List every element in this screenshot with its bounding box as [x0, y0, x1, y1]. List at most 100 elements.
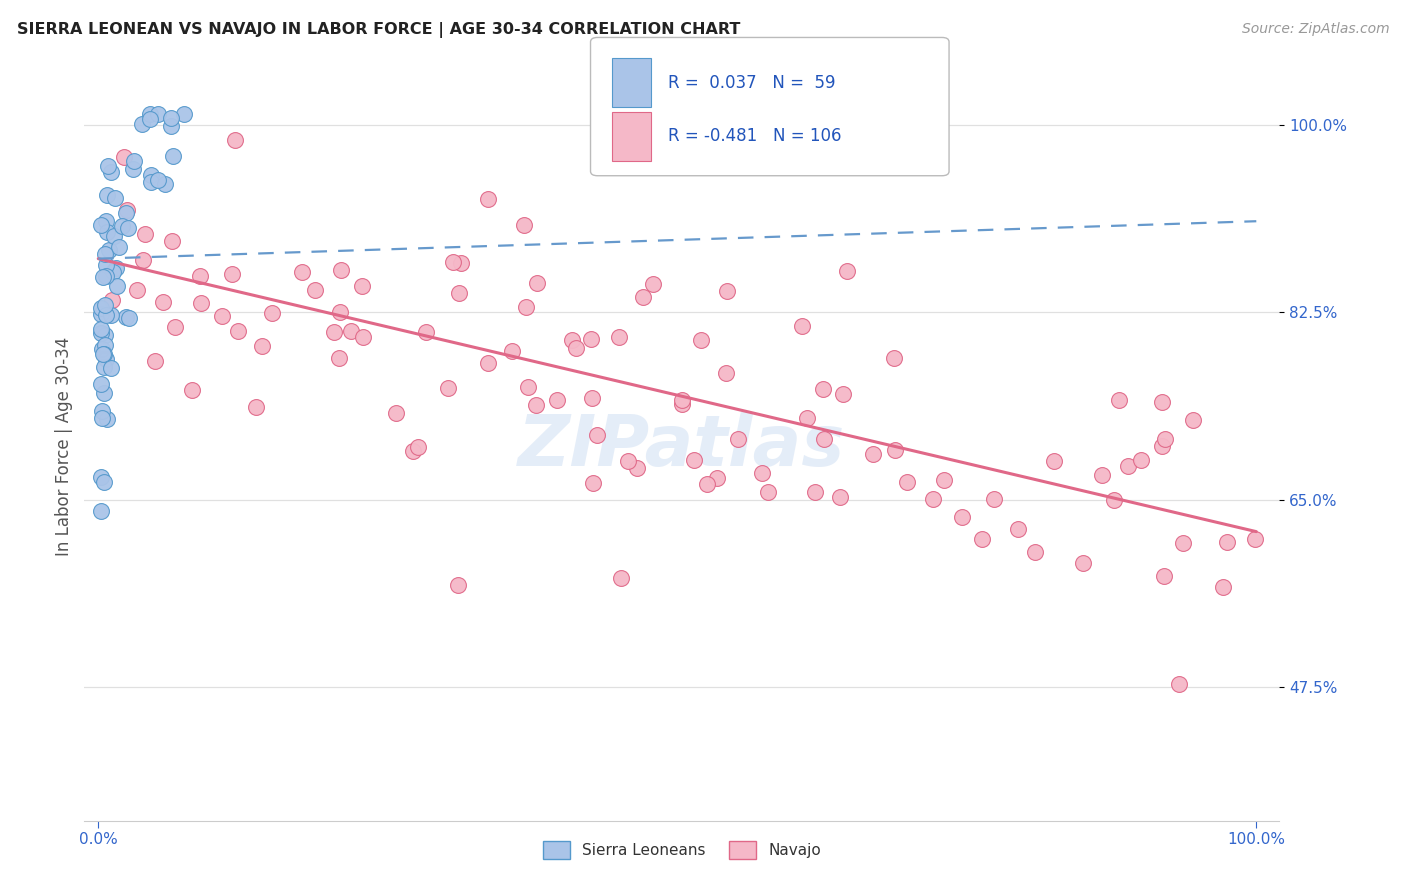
- Point: [100, 360, 122, 375]
- Point: [610, 571, 633, 585]
- Point: [173, 107, 195, 121]
- Point: [811, 382, 834, 396]
- Point: [127, 283, 149, 297]
- Point: [1071, 556, 1094, 570]
- Point: [115, 203, 138, 218]
- Point: [115, 310, 138, 325]
- Text: ZIPatlas: ZIPatlas: [519, 411, 845, 481]
- Point: [1153, 569, 1175, 583]
- Text: SIERRA LEONEAN VS NAVAJO IN LABOR FORCE | AGE 30-34 CORRELATION CHART: SIERRA LEONEAN VS NAVAJO IN LABOR FORCE …: [17, 22, 740, 38]
- Point: [751, 466, 773, 480]
- Point: [581, 391, 603, 405]
- Point: [211, 309, 233, 323]
- Point: [96, 213, 118, 227]
- Point: [329, 305, 352, 319]
- Point: [696, 476, 718, 491]
- Point: [641, 277, 664, 292]
- Point: [477, 192, 499, 206]
- Point: [131, 117, 153, 131]
- Point: [1243, 532, 1265, 546]
- Point: [143, 354, 166, 368]
- Point: [93, 347, 115, 361]
- Point: [188, 269, 211, 284]
- Point: [716, 284, 738, 298]
- Point: [108, 239, 131, 253]
- Point: [447, 577, 470, 591]
- Point: [1108, 392, 1130, 407]
- Point: [796, 410, 818, 425]
- Point: [96, 352, 118, 367]
- Point: [340, 324, 363, 338]
- Point: [103, 228, 125, 243]
- Text: Source: ZipAtlas.com: Source: ZipAtlas.com: [1241, 22, 1389, 37]
- Point: [91, 410, 114, 425]
- Point: [97, 159, 120, 173]
- Point: [245, 400, 267, 414]
- Point: [582, 475, 605, 490]
- Point: [146, 173, 169, 187]
- Point: [90, 504, 112, 518]
- Point: [1173, 536, 1195, 550]
- Point: [516, 380, 538, 394]
- Point: [94, 247, 117, 261]
- Point: [329, 263, 352, 277]
- Point: [626, 460, 648, 475]
- Point: [101, 265, 124, 279]
- Point: [883, 351, 905, 365]
- Point: [1152, 438, 1174, 452]
- Point: [441, 255, 464, 269]
- Point: [862, 447, 884, 461]
- Point: [883, 443, 905, 458]
- Point: [93, 475, 115, 489]
- Point: [93, 359, 115, 374]
- Point: [97, 243, 120, 257]
- Point: [983, 491, 1005, 506]
- Point: [683, 452, 706, 467]
- Point: [1150, 394, 1173, 409]
- Legend: Sierra Leoneans, Navajo: Sierra Leoneans, Navajo: [537, 835, 827, 865]
- Point: [1212, 580, 1234, 594]
- Point: [546, 392, 568, 407]
- Point: [524, 398, 547, 412]
- Point: [1130, 453, 1153, 467]
- Point: [262, 306, 284, 320]
- Point: [152, 295, 174, 310]
- Point: [304, 283, 326, 297]
- Point: [94, 308, 117, 322]
- Point: [631, 290, 654, 304]
- Point: [515, 300, 537, 314]
- Point: [835, 264, 858, 278]
- Point: [1216, 535, 1239, 549]
- Point: [96, 188, 118, 202]
- Point: [804, 484, 827, 499]
- Point: [896, 475, 918, 490]
- Point: [586, 428, 609, 442]
- Point: [1182, 413, 1205, 427]
- Point: [477, 356, 499, 370]
- Point: [96, 411, 118, 425]
- Point: [402, 444, 425, 458]
- Point: [115, 205, 138, 219]
- Point: [190, 295, 212, 310]
- Point: [90, 218, 112, 232]
- Point: [564, 341, 586, 355]
- Point: [706, 471, 728, 485]
- Point: [447, 285, 470, 300]
- Point: [159, 111, 181, 125]
- Point: [450, 256, 472, 270]
- Point: [160, 119, 183, 133]
- Point: [790, 319, 813, 334]
- Point: [146, 107, 169, 121]
- Point: [118, 310, 141, 325]
- Point: [1154, 432, 1177, 446]
- Point: [727, 432, 749, 446]
- Point: [104, 260, 127, 275]
- Point: [437, 381, 460, 395]
- Point: [134, 227, 156, 241]
- Point: [1043, 453, 1066, 467]
- Point: [561, 333, 583, 347]
- Point: [163, 319, 186, 334]
- Point: [117, 221, 139, 235]
- Point: [921, 492, 943, 507]
- Point: [90, 470, 112, 484]
